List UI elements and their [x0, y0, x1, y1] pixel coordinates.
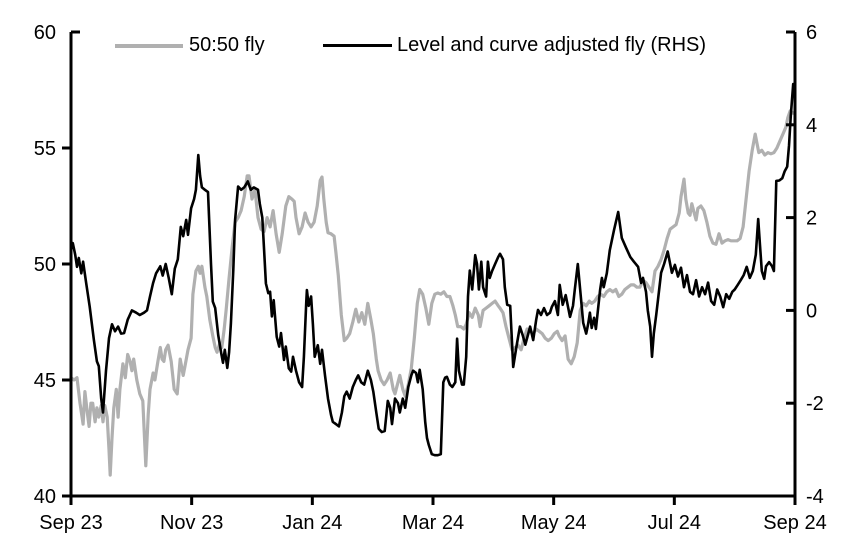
- y-right-tick-label: 6: [806, 22, 817, 44]
- x-tick-label: May 24: [521, 512, 587, 534]
- x-tick-label: Nov 23: [160, 512, 223, 534]
- y-right-tick-label: -4: [806, 486, 824, 508]
- series-line-gray: [69, 109, 795, 477]
- legend-item-adjusted-fly: [323, 44, 392, 47]
- x-tick-label: Sep 24: [763, 512, 826, 534]
- series-line-black: [69, 82, 797, 457]
- legend-label-5050-fly: 50:50 fly: [189, 34, 265, 56]
- y-left-tick-label: 45: [34, 370, 56, 392]
- legend-line-swatch-black: [323, 44, 392, 47]
- legend-label-adjusted-fly-wrap: Level and curve adjusted fly (RHS): [397, 34, 706, 57]
- x-tick-label: Sep 23: [39, 512, 102, 534]
- legend-line-swatch-gray: [115, 44, 183, 48]
- y-left-tick-label: 50: [34, 254, 56, 276]
- y-right-tick-label: 4: [806, 115, 817, 137]
- x-tick-label: Jul 24: [648, 512, 701, 534]
- legend-label-adjusted-fly: Level and curve adjusted fly (RHS): [397, 34, 707, 56]
- y-left-tick-label: 60: [34, 22, 56, 44]
- y-right-tick-label: 0: [806, 300, 817, 322]
- legend-item-5050-fly: [115, 44, 183, 48]
- y-right-tick-label: 2: [806, 208, 817, 230]
- y-left-tick-label: 55: [34, 138, 56, 160]
- y-left-tick-label: 40: [34, 486, 56, 508]
- y-right-tick-label: -2: [806, 393, 824, 415]
- x-tick-label: Mar 24: [402, 512, 464, 534]
- legend-label-5050-fly-wrap: 50:50 fly: [189, 34, 265, 57]
- x-tick-label: Jan 24: [282, 512, 342, 534]
